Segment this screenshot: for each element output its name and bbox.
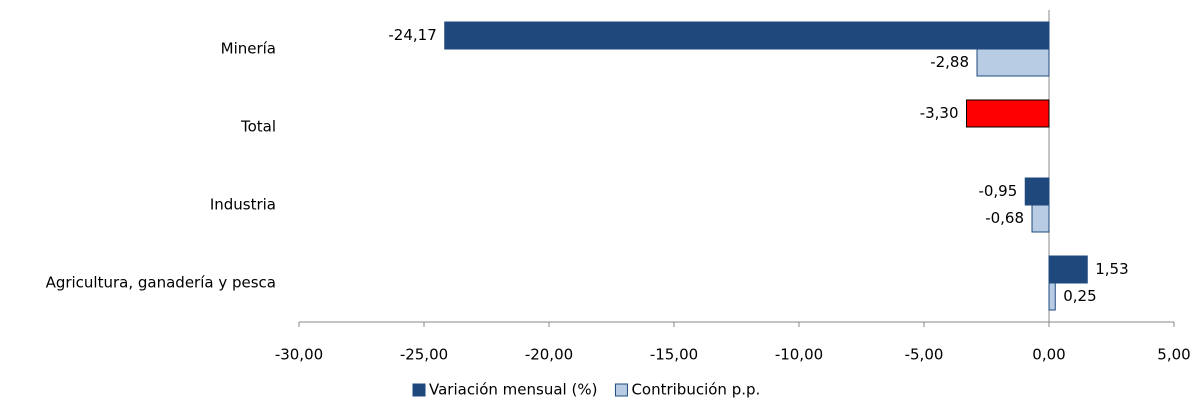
x-tick-label: -25,00 bbox=[400, 346, 448, 364]
x-tick-label: -20,00 bbox=[525, 346, 573, 364]
bar bbox=[1048, 255, 1088, 284]
bar bbox=[976, 48, 1050, 77]
legend-label: Contribución p.p. bbox=[631, 381, 760, 399]
x-tick-label: -5,00 bbox=[905, 346, 944, 364]
bar bbox=[444, 21, 1050, 50]
y-tick-label: Minería bbox=[221, 40, 276, 58]
y-tick-label: Industria bbox=[210, 196, 276, 214]
bar bbox=[1024, 177, 1050, 206]
bar bbox=[1031, 204, 1050, 233]
x-tick-label: -15,00 bbox=[650, 346, 698, 364]
x-tick-label: -10,00 bbox=[775, 346, 823, 364]
data-label: -24,17 bbox=[388, 26, 436, 44]
bar bbox=[966, 99, 1050, 128]
data-label: -2,88 bbox=[930, 53, 969, 71]
bar bbox=[1048, 282, 1056, 311]
x-tick-label: 0,00 bbox=[1032, 346, 1065, 364]
data-label: 0,25 bbox=[1063, 287, 1096, 305]
data-label: -3,30 bbox=[920, 104, 959, 122]
x-tick-label: 5,00 bbox=[1157, 346, 1190, 364]
data-label: -0,68 bbox=[985, 209, 1024, 227]
data-label: 1,53 bbox=[1095, 260, 1128, 278]
y-tick-label: Total bbox=[240, 118, 276, 136]
x-tick-label: -30,00 bbox=[275, 346, 323, 364]
legend-swatch bbox=[614, 383, 628, 397]
data-label: -0,95 bbox=[978, 182, 1017, 200]
y-tick-label: Agricultura, ganadería y pesca bbox=[46, 274, 276, 292]
legend-label: Variación mensual (%) bbox=[429, 381, 597, 399]
legend-swatch bbox=[412, 383, 426, 397]
